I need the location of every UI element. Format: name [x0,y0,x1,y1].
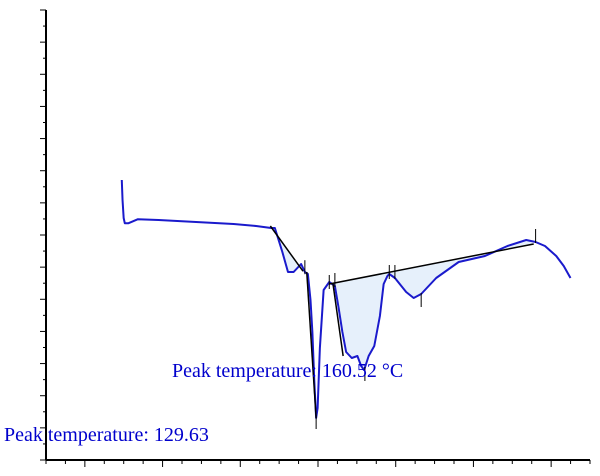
baseline-segment [269,225,304,272]
series-line [120,179,572,419]
baseline-segment [305,271,317,419]
series-curves [120,179,572,419]
axes [40,9,591,467]
baseline-segment [329,243,534,285]
peak-annotation-1: Peak temperature: 160.52 °C [172,360,403,382]
peak-area-fill [329,240,534,370]
baseline-segment [332,283,344,357]
integration-baselines [269,225,534,419]
integration-tick-marks [304,229,537,429]
peak-annotation-2: Peak temperature: 129.63 [4,424,209,446]
